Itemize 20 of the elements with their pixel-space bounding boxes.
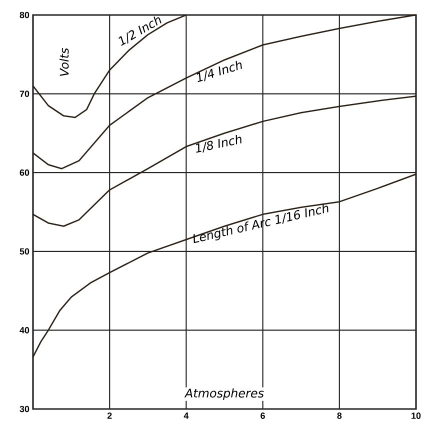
line-series <box>32 14 187 118</box>
y-tick-label: 40 <box>20 327 30 334</box>
y-tick-label: 60 <box>20 169 30 176</box>
y-tick-label: 50 <box>20 248 30 255</box>
x-tick-label: 10 <box>412 412 421 419</box>
x-tick-label: 2 <box>107 412 112 419</box>
y-axis-title: Volts <box>60 48 69 76</box>
y-tick-label: 70 <box>20 90 30 97</box>
x-tick-label: 6 <box>260 412 265 419</box>
text: 1/2 Inch <box>118 16 162 46</box>
line-series <box>32 173 417 358</box>
text: 1/4 Inch <box>196 60 242 82</box>
text: Length of Arc 1/16 Inch <box>194 204 328 244</box>
x-tick-label: 8 <box>337 412 342 419</box>
line-series <box>32 14 417 170</box>
y-tick-label: 80 <box>20 12 30 18</box>
y-tick-label: 30 <box>20 406 30 412</box>
x-axis-title: Atmospheres <box>184 388 264 400</box>
text: 1/8 Inch <box>196 134 242 153</box>
x-tick-label: 4 <box>184 412 189 419</box>
